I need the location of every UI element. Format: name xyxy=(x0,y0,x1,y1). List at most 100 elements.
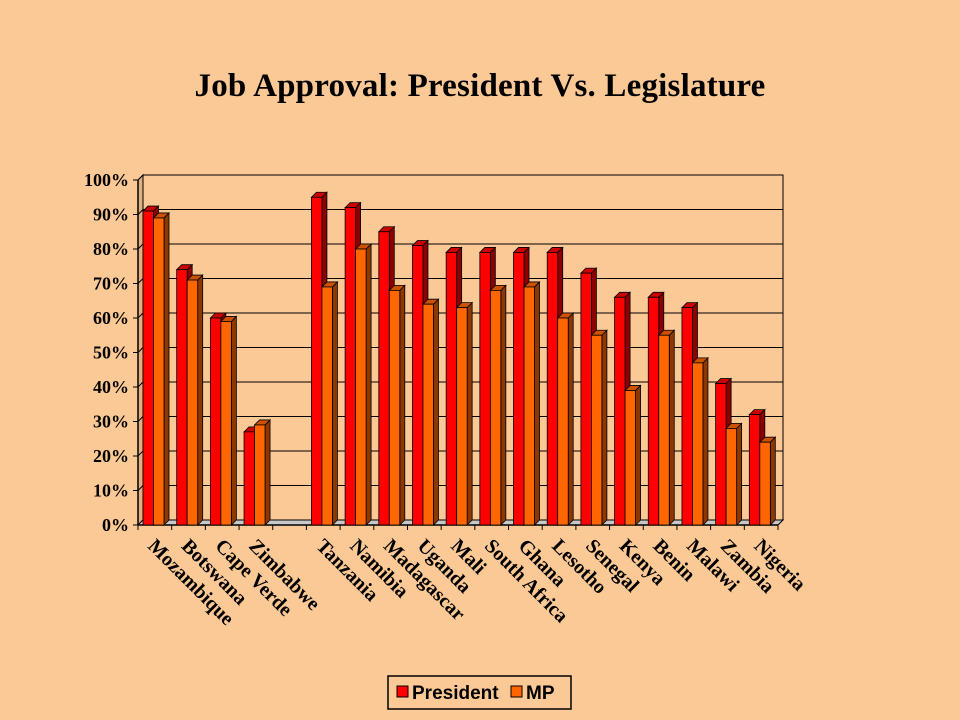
bar-mp xyxy=(556,312,575,526)
legend: President MP xyxy=(387,675,572,710)
bar-mp-front xyxy=(355,248,367,526)
bar-mp xyxy=(422,298,440,526)
bar-president-front xyxy=(344,207,357,526)
bar-mp-front xyxy=(388,289,401,526)
bar-president-front xyxy=(479,252,491,526)
bar-president-front xyxy=(580,272,592,526)
y-tick-label: 0% xyxy=(102,515,129,535)
bar-mp xyxy=(758,436,777,526)
bar-president-front xyxy=(209,317,222,526)
bar-mp-front xyxy=(557,317,569,526)
bar-mp-front xyxy=(321,286,333,526)
bar-president-front xyxy=(748,414,761,526)
legend-box xyxy=(387,675,572,710)
bar-president-front xyxy=(614,296,626,526)
gridline-depth xyxy=(137,278,144,284)
bar-mp-front xyxy=(692,362,704,526)
bar-mp-side xyxy=(197,274,204,526)
bar-mp xyxy=(590,329,608,526)
bar-mp xyxy=(186,274,204,526)
bar-mp-front xyxy=(456,307,468,526)
bar-president-front xyxy=(445,252,458,526)
gridline-depth xyxy=(137,347,144,353)
bar-mp-side xyxy=(163,211,170,526)
gridline-depth xyxy=(137,312,144,319)
bar-mp-front xyxy=(254,424,266,526)
y-tick-label: 70% xyxy=(93,274,129,294)
y-tick-label: 50% xyxy=(93,343,129,363)
bar-mp-front xyxy=(759,441,771,526)
bar-mp-side xyxy=(567,312,574,526)
bar-president-front xyxy=(647,296,660,526)
legend-swatch-mp xyxy=(510,685,523,698)
bar-president-front xyxy=(378,231,390,526)
legend-label-mp: MP xyxy=(526,683,555,704)
gridline-depth xyxy=(137,485,144,491)
gridline-depth xyxy=(137,450,144,457)
bar-mp-front xyxy=(725,427,738,526)
y-tick-label: 10% xyxy=(93,481,129,501)
bar-president-front xyxy=(715,383,727,526)
bar-mp xyxy=(253,418,272,526)
bar-mp xyxy=(320,280,339,526)
bar-president-front xyxy=(513,252,525,526)
bar-mp-side xyxy=(668,329,675,526)
bar-mp-side xyxy=(230,315,237,526)
y-tick-label: 100% xyxy=(84,170,129,190)
bar-mp-side xyxy=(736,422,743,526)
bar-mp-side xyxy=(466,301,473,526)
bar-mp xyxy=(725,422,743,526)
bar-mp-side xyxy=(635,384,641,526)
gridline-depth xyxy=(137,416,144,422)
bar-mp xyxy=(624,384,642,526)
gridline-depth xyxy=(137,381,144,388)
bar-mp xyxy=(388,284,406,526)
y-tick-label: 40% xyxy=(93,377,129,397)
bar-mp-front xyxy=(590,334,603,526)
bar-mp-side xyxy=(702,356,709,526)
y-tick-label: 80% xyxy=(93,239,129,259)
bar-mp-front xyxy=(153,217,165,526)
bar-mp-front xyxy=(624,390,636,526)
bar-mp-side xyxy=(534,280,540,526)
bar-president-front xyxy=(311,196,323,526)
bar-mp-side xyxy=(264,418,271,526)
gridline-depth xyxy=(137,243,144,250)
bar-mp-side xyxy=(500,284,507,526)
bar-mp-side xyxy=(365,243,372,526)
y-tick-label: 60% xyxy=(93,308,129,328)
y-tick-label: 90% xyxy=(93,205,129,225)
bar-mp-front xyxy=(186,279,199,526)
bar-mp xyxy=(354,243,373,526)
chart-title: Job Approval: President Vs. Legislature xyxy=(194,68,766,104)
bar-mp-side xyxy=(601,329,608,526)
gridline-depth xyxy=(137,174,144,181)
bar-president-front xyxy=(681,307,693,526)
bar-mp-front xyxy=(422,303,434,526)
bar-president-front xyxy=(546,252,559,526)
bar-president-front xyxy=(176,269,188,526)
y-tick-label: 30% xyxy=(93,412,129,432)
bar-mp xyxy=(523,280,541,526)
bar-mp-front xyxy=(220,321,232,526)
bar-mp xyxy=(657,329,676,526)
bar-president-front xyxy=(412,245,424,526)
bar-mp xyxy=(152,211,170,526)
legend-label-president: President xyxy=(412,683,499,704)
bar-mp-front xyxy=(658,334,670,526)
bar-mp xyxy=(219,315,238,526)
bar-mp xyxy=(455,301,474,526)
bar-mp-front xyxy=(523,286,535,526)
bar-president-front xyxy=(243,431,255,526)
bar-mp-side xyxy=(769,436,776,526)
bar-mp xyxy=(489,284,507,526)
y-tick-label: 20% xyxy=(93,446,129,466)
gridline-depth xyxy=(137,209,144,215)
legend-swatch-president xyxy=(396,685,409,698)
bar-mp-front xyxy=(489,289,502,526)
bar-mp xyxy=(691,356,709,526)
bar-mp-side xyxy=(332,280,338,526)
bar-mp-side xyxy=(433,298,439,526)
